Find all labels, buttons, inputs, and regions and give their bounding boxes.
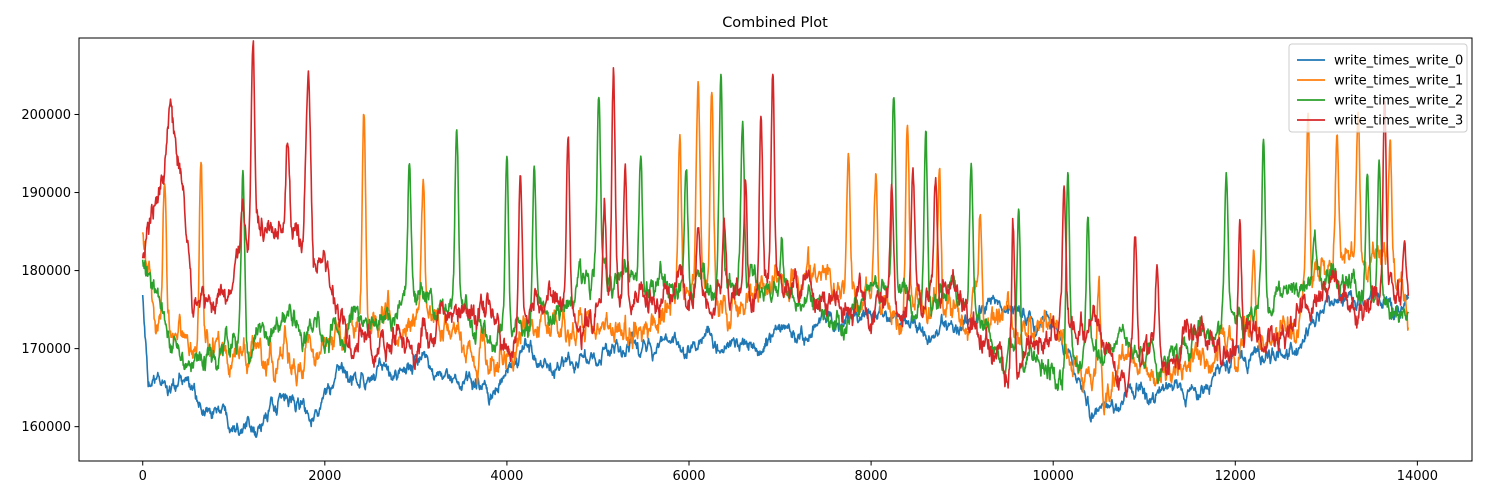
x-tick-label: 12000	[1215, 469, 1256, 484]
y-tick-label: 190000	[21, 186, 71, 201]
series-line-2	[141, 73, 1409, 392]
x-tick-label: 0	[139, 469, 147, 484]
x-axis: 0 2000 4000 6000 8000 10000 12000 14000	[139, 461, 1438, 484]
legend: write_times_write_0 write_times_write_1wr…	[1288, 43, 1468, 133]
x-tick-label: 8000	[855, 469, 888, 484]
chart-title: Combined Plot	[722, 15, 828, 31]
y-tick-label: 160000	[21, 420, 71, 435]
y-tick-label: 200000	[21, 108, 71, 123]
y-axis: 160000 170000 180000 190000 200000	[21, 108, 79, 435]
plot-frame	[78, 37, 1473, 462]
x-tick-label: 14000	[1397, 469, 1438, 484]
series-line-0	[141, 288, 1410, 438]
x-tick-label: 2000	[308, 469, 341, 484]
x-tick-label: 6000	[672, 469, 705, 484]
x-tick-label: 10000	[1033, 469, 1074, 484]
y-tick-label: 170000	[21, 342, 71, 357]
legend-label-0: write_times_write_0	[1334, 54, 1463, 69]
legend-label-3: write_times_write_3	[1334, 114, 1463, 129]
series-layer	[141, 40, 1410, 438]
legend-box	[1288, 43, 1468, 133]
y-tick-label: 180000	[21, 264, 71, 279]
legend-label-2: write_times_write_2	[1334, 94, 1463, 109]
x-tick-label: 4000	[490, 469, 523, 484]
series-line-3	[141, 40, 1410, 398]
series-line-1	[141, 80, 1410, 416]
legend-label-1: write_times_write_1	[1334, 74, 1463, 89]
